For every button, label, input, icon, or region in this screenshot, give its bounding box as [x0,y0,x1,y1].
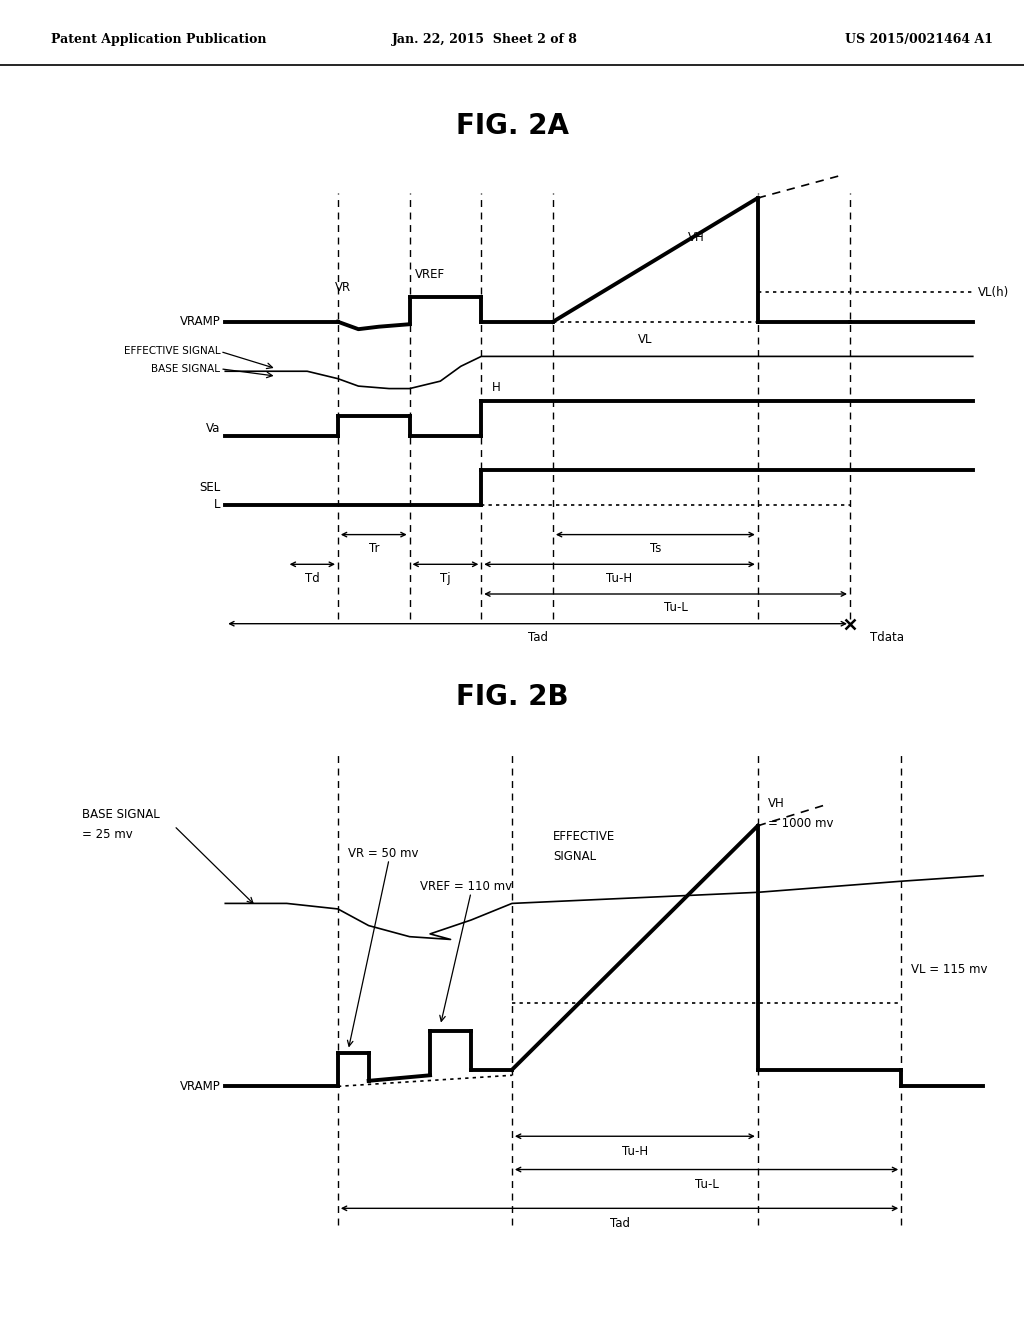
Text: FIG. 2A: FIG. 2A [456,112,568,140]
Text: Patent Application Publication: Patent Application Publication [51,33,266,46]
Text: VL(h): VL(h) [978,285,1010,298]
Text: Ts: Ts [649,543,662,554]
Text: SIGNAL: SIGNAL [553,850,596,863]
Text: VH: VH [768,797,784,810]
Text: = 1000 mv: = 1000 mv [768,817,834,829]
Text: VR: VR [335,281,351,293]
Text: Tad: Tad [609,1217,630,1230]
Text: BASE SIGNAL: BASE SIGNAL [152,364,220,374]
Text: VL: VL [638,333,652,346]
Text: Tr: Tr [369,543,379,554]
Text: L: L [214,499,220,511]
Text: VREF: VREF [415,268,445,281]
Text: FIG. 2B: FIG. 2B [456,682,568,711]
Text: Tu-L: Tu-L [694,1177,719,1191]
Text: Tdata: Tdata [870,631,904,644]
Text: Jan. 22, 2015  Sheet 2 of 8: Jan. 22, 2015 Sheet 2 of 8 [391,33,578,46]
Text: Tu-L: Tu-L [664,602,688,614]
Text: = 25 mv: = 25 mv [82,828,133,841]
Text: H: H [492,380,501,393]
Text: VRAMP: VRAMP [179,1080,220,1093]
Text: Td: Td [305,572,319,585]
Text: Tu-H: Tu-H [622,1144,648,1158]
Text: US 2015/0021464 A1: US 2015/0021464 A1 [845,33,993,46]
Text: VR = 50 mv: VR = 50 mv [348,847,419,861]
Text: Tj: Tj [440,572,451,585]
Text: Va: Va [206,421,220,434]
Text: BASE SIGNAL: BASE SIGNAL [82,808,160,821]
Text: EFFECTIVE: EFFECTIVE [553,830,615,843]
Text: VREF = 110 mv: VREF = 110 mv [420,880,512,894]
Text: VH: VH [688,231,705,244]
Text: Tu-H: Tu-H [606,572,633,585]
Text: VRAMP: VRAMP [179,315,220,329]
Text: EFFECTIVE SIGNAL: EFFECTIVE SIGNAL [124,346,220,356]
Text: SEL: SEL [199,480,220,494]
Text: VL = 115 mv: VL = 115 mv [911,964,988,977]
Text: Tad: Tad [527,631,548,644]
